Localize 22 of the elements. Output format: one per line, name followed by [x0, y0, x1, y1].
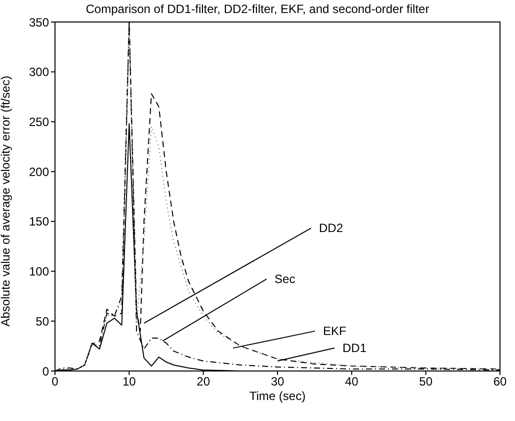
y-tick-label: 0 — [42, 364, 50, 378]
x-tick-label: 50 — [419, 374, 433, 389]
y-axis-title: Absolute value of average velocity error (ft/sec) — [0, 76, 12, 326]
y-tick-label: 350 — [28, 15, 50, 30]
x-tick-label: 30 — [270, 374, 284, 389]
annotation: EKF — [323, 324, 346, 338]
y-tick-label: 100 — [28, 264, 50, 279]
x-tick-label: 40 — [344, 374, 359, 389]
y-tick-label: 200 — [28, 164, 50, 179]
annotation: Sec — [274, 272, 296, 286]
y-tick-label: 250 — [28, 114, 50, 129]
x-axis-title: Time (sec) — [248, 389, 307, 403]
x-tick-label: 20 — [196, 374, 210, 389]
y-tick-label: 50 — [36, 314, 50, 328]
annotation: DD2 — [319, 221, 344, 236]
x-tick-label: 10 — [122, 374, 136, 389]
annotation: DD1 — [342, 341, 367, 356]
x-tick-label: 60 — [493, 374, 507, 389]
y-tick-label: 300 — [28, 65, 50, 80]
y-tick-label: 150 — [28, 214, 50, 229]
chart-title: Comparison of DD1-filter, DD2-filter, EKF, and second-order filter — [84, 2, 430, 16]
x-tick-label: 0 — [52, 374, 59, 389]
